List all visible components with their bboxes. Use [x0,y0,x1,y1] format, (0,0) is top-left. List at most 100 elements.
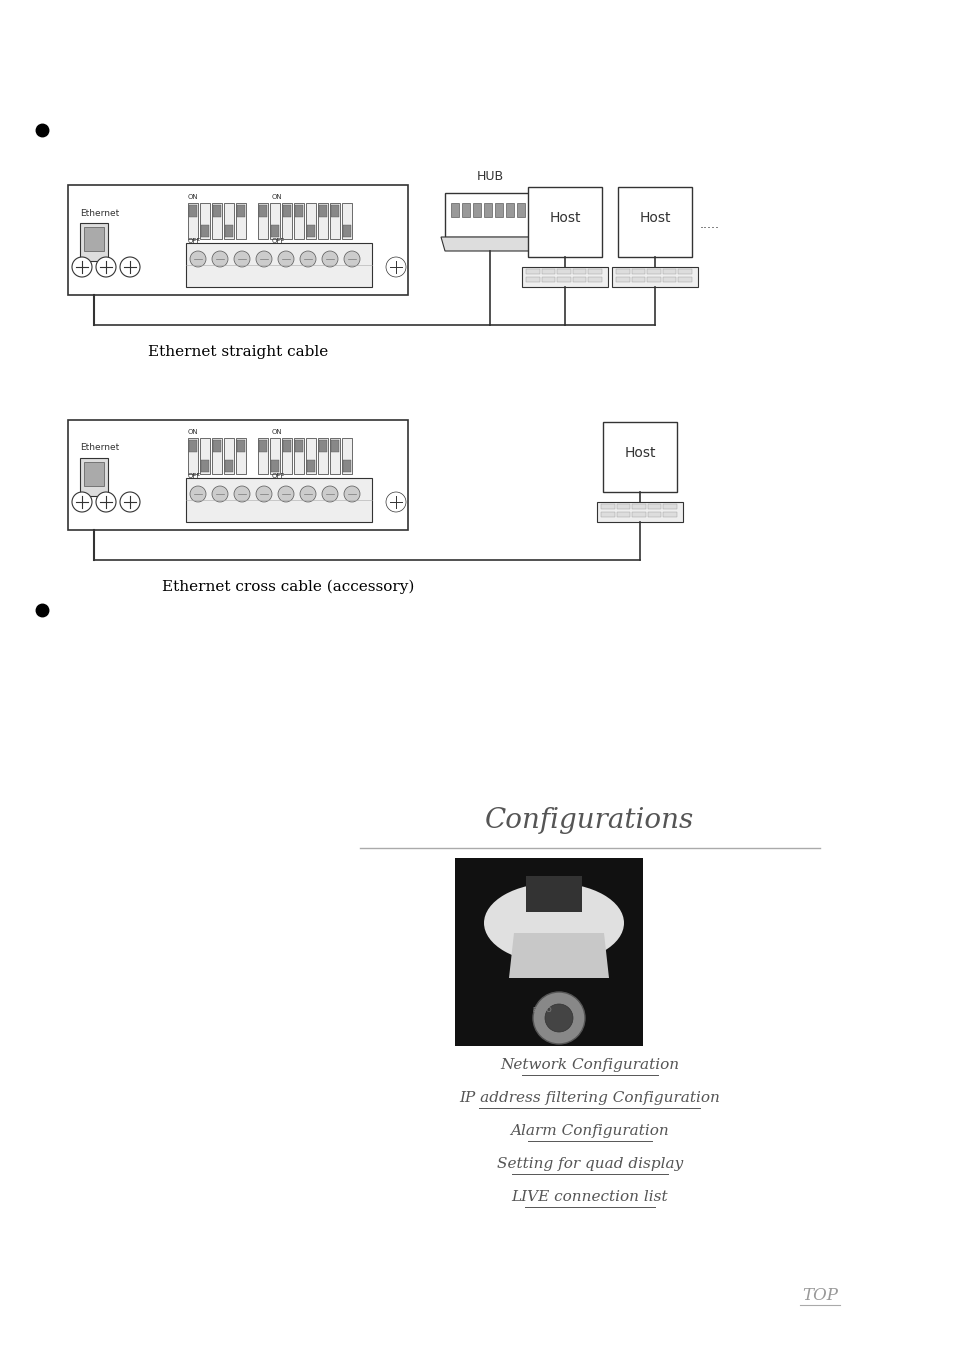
Bar [318,440,327,453]
Bar [186,243,372,287]
Bar [224,203,233,238]
Bar [526,270,539,274]
Text: LIVE connection list: LIVE connection list [511,1190,668,1205]
Bar [678,270,691,274]
Text: Network Configuration: Network Configuration [500,1058,679,1072]
Circle shape [96,492,116,512]
Text: ON: ON [272,430,282,435]
Text: Ethernet straight cable: Ethernet straight cable [148,346,328,359]
Circle shape [299,486,315,501]
Bar [678,276,691,282]
Bar [282,203,292,238]
Polygon shape [440,237,538,251]
Bar [68,186,408,295]
Bar [572,270,585,274]
Bar [306,438,315,474]
Bar [647,276,660,282]
Circle shape [190,486,206,501]
Circle shape [71,257,91,276]
Bar [600,504,615,509]
Bar [541,270,555,274]
Bar [200,203,210,238]
Bar [587,270,601,274]
Text: .....: ..... [700,218,720,232]
Bar [495,203,502,217]
Text: ON: ON [272,194,282,201]
Circle shape [233,486,250,501]
Bar [236,205,245,217]
Circle shape [277,486,294,501]
Bar [587,276,601,282]
Bar [235,438,246,474]
Circle shape [255,486,272,501]
Bar [617,504,630,509]
Bar [341,203,352,238]
Bar [505,203,514,217]
Bar [257,438,268,474]
Bar [662,512,676,518]
Bar [186,478,372,522]
Bar [294,203,304,238]
Bar [282,438,292,474]
Text: Configurations: Configurations [485,806,694,833]
Bar [662,270,676,274]
Circle shape [233,251,250,267]
Bar [331,440,338,453]
Text: Alarm Configuration: Alarm Configuration [510,1125,669,1138]
Bar [283,205,291,217]
Bar [270,203,280,238]
Bar [618,187,691,257]
Circle shape [120,492,140,512]
Bar [224,438,233,474]
Bar [200,438,210,474]
Bar [330,438,339,474]
Bar [451,203,458,217]
Bar [189,205,196,217]
Bar [201,459,209,472]
Polygon shape [509,934,608,978]
Bar [631,270,644,274]
Circle shape [212,486,228,501]
Bar [188,438,198,474]
Text: OFF: OFF [272,238,285,244]
Text: ON: ON [188,194,198,201]
Text: IP address filtering Configuration: IP address filtering Configuration [459,1091,720,1104]
Bar [616,276,629,282]
Bar [522,267,607,287]
Bar [525,875,581,912]
Circle shape [344,486,359,501]
Bar [527,187,601,257]
Bar [235,203,246,238]
Bar [331,205,338,217]
Bar [444,192,535,237]
Bar [455,858,642,1046]
Text: Ethernet cross cable (accessory): Ethernet cross cable (accessory) [162,580,414,595]
Bar [306,203,315,238]
Bar [647,270,660,274]
Bar [647,504,660,509]
Bar [517,203,524,217]
Bar [557,270,570,274]
Bar [294,438,304,474]
Bar [258,205,267,217]
Circle shape [277,251,294,267]
Bar [257,203,268,238]
Bar [283,440,291,453]
Bar [84,462,104,486]
Bar [294,205,303,217]
Bar [616,270,629,274]
Bar [612,267,697,287]
Bar [632,504,645,509]
Circle shape [190,251,206,267]
Bar [225,459,233,472]
Bar [294,440,303,453]
Circle shape [386,257,406,276]
Bar [617,512,630,518]
Bar [225,225,233,237]
Circle shape [212,251,228,267]
Bar [330,203,339,238]
Bar [541,276,555,282]
Bar [317,203,328,238]
Bar [189,440,196,453]
Bar [270,438,280,474]
